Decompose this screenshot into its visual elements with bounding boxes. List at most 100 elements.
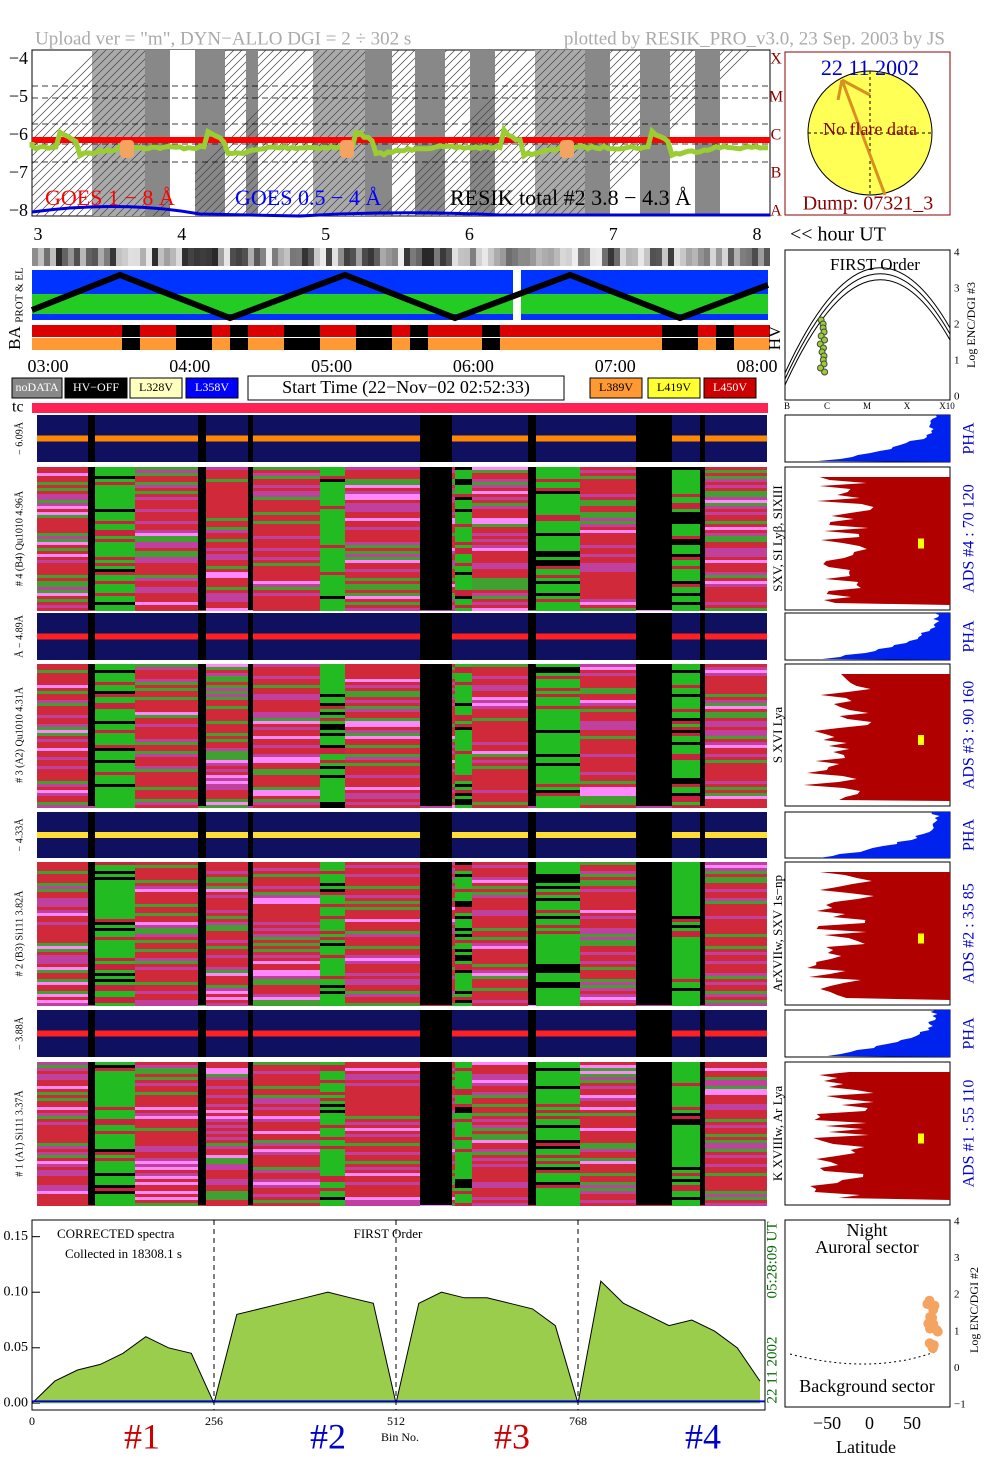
map-row bbox=[253, 1140, 320, 1143]
ba-seg bbox=[86, 325, 104, 337]
ba-seg bbox=[50, 325, 68, 337]
map-row bbox=[472, 775, 528, 778]
map-row bbox=[320, 1185, 345, 1188]
map-row bbox=[472, 515, 528, 518]
map-row bbox=[452, 1071, 455, 1074]
map-row bbox=[472, 748, 528, 751]
map-row bbox=[580, 949, 636, 952]
map-row bbox=[320, 494, 345, 497]
map-row bbox=[37, 1158, 88, 1161]
map-row bbox=[472, 575, 528, 578]
map-row bbox=[95, 688, 135, 691]
map-row bbox=[206, 569, 248, 572]
map-row bbox=[95, 775, 135, 778]
map-row bbox=[672, 715, 700, 718]
map-row bbox=[705, 970, 767, 973]
map-row bbox=[320, 736, 345, 739]
map-row bbox=[37, 578, 88, 581]
map-row bbox=[472, 682, 528, 685]
map-row bbox=[672, 736, 700, 739]
map-row bbox=[472, 754, 528, 757]
map-row bbox=[253, 802, 320, 805]
map-row bbox=[536, 1000, 580, 1003]
elevation-strip bbox=[164, 248, 170, 266]
map-row bbox=[452, 1098, 455, 1101]
map-row bbox=[206, 566, 248, 569]
map-row bbox=[37, 509, 88, 512]
map-row bbox=[536, 482, 580, 485]
map-row bbox=[206, 886, 248, 889]
map-row bbox=[37, 937, 88, 940]
map-row bbox=[672, 524, 700, 527]
map-row bbox=[455, 551, 472, 554]
map-gap bbox=[248, 862, 253, 1005]
map-row bbox=[472, 1122, 528, 1125]
map-row bbox=[705, 934, 767, 937]
map-row bbox=[455, 802, 472, 805]
resik-peak bbox=[560, 140, 574, 158]
map-row bbox=[672, 485, 700, 488]
map-row bbox=[672, 1155, 700, 1158]
map-row bbox=[455, 931, 472, 934]
detector-label: #4 bbox=[685, 1416, 721, 1456]
map-row bbox=[536, 916, 580, 919]
map-row bbox=[37, 985, 88, 988]
map-row bbox=[320, 787, 345, 790]
map-row bbox=[206, 895, 248, 898]
map-row bbox=[580, 1119, 636, 1122]
elevation-strip bbox=[122, 248, 128, 266]
legend-label: noDATA bbox=[15, 380, 58, 394]
map-row bbox=[206, 775, 248, 778]
hatch bbox=[494, 50, 662, 216]
hatch bbox=[312, 50, 480, 216]
map-row bbox=[135, 934, 198, 937]
map-row bbox=[37, 1083, 88, 1086]
map-row bbox=[95, 542, 135, 545]
map-row bbox=[580, 590, 636, 593]
map-row bbox=[455, 991, 472, 994]
map-row bbox=[95, 1188, 135, 1191]
ba-seg bbox=[734, 325, 752, 337]
map-gap bbox=[248, 1010, 253, 1057]
map-row bbox=[455, 494, 472, 497]
map-row bbox=[536, 1194, 580, 1197]
map-row bbox=[37, 1104, 88, 1107]
map-row bbox=[345, 1179, 420, 1182]
map-row bbox=[580, 1200, 636, 1203]
map-row bbox=[536, 865, 580, 868]
map-row bbox=[452, 1152, 455, 1155]
elevation-strip bbox=[590, 248, 596, 266]
ba-seg bbox=[446, 325, 464, 337]
map-row bbox=[320, 515, 345, 518]
map-row bbox=[455, 1089, 472, 1092]
map-row bbox=[705, 608, 767, 611]
ba-seg bbox=[644, 325, 662, 337]
map-row bbox=[452, 724, 455, 727]
map-row bbox=[705, 961, 767, 964]
map-row bbox=[253, 931, 320, 934]
map-row bbox=[536, 1080, 580, 1083]
map-row bbox=[253, 694, 320, 697]
map-row bbox=[705, 536, 767, 539]
map-row bbox=[95, 608, 135, 611]
map-row bbox=[452, 1182, 455, 1185]
map-row bbox=[345, 1200, 420, 1203]
map-row bbox=[345, 572, 420, 575]
map-row bbox=[95, 703, 135, 706]
map-row bbox=[536, 608, 580, 611]
label: Upload ver = "m", DYN−ALLO DGI = 2 ÷ 302… bbox=[35, 28, 411, 49]
map-row bbox=[580, 1083, 636, 1086]
map-row bbox=[580, 1101, 636, 1104]
map-row bbox=[705, 793, 767, 796]
aurora-point bbox=[922, 1299, 933, 1310]
map-row bbox=[206, 524, 248, 527]
map-row bbox=[206, 1146, 248, 1149]
map-row bbox=[580, 1086, 636, 1089]
map-row bbox=[455, 862, 472, 865]
map-row bbox=[672, 799, 700, 802]
map-row bbox=[452, 1086, 455, 1089]
elevation-strip bbox=[458, 248, 464, 266]
map-row bbox=[536, 907, 580, 910]
map-row bbox=[320, 1125, 345, 1128]
map-row bbox=[135, 721, 198, 724]
